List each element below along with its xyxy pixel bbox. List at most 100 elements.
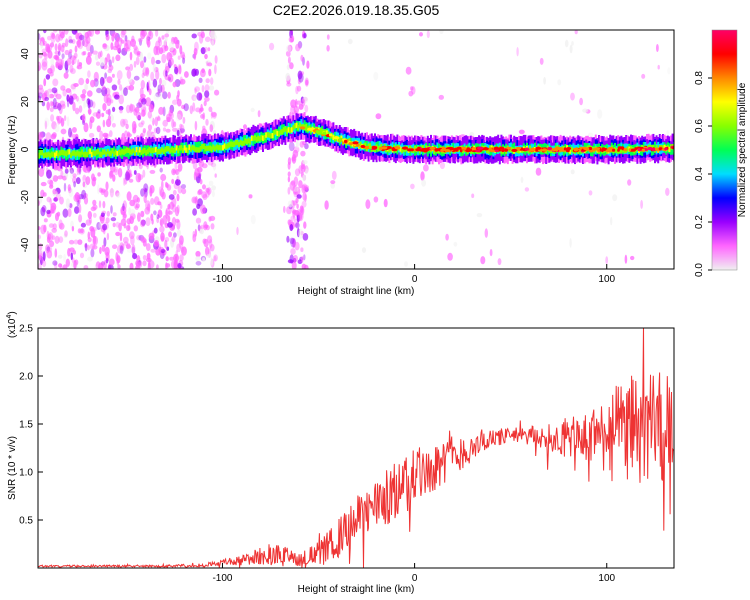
noise-speck xyxy=(100,261,105,269)
noise-speck xyxy=(172,169,176,174)
noise-speck xyxy=(70,68,76,75)
ridge-hotspot xyxy=(371,145,377,150)
noise-speck xyxy=(69,247,75,252)
noise-speck xyxy=(612,194,618,202)
noise-speck xyxy=(112,106,116,112)
noise-speck xyxy=(177,64,182,70)
noise-speck xyxy=(167,91,171,99)
ridge-cell xyxy=(274,129,277,135)
noise-speck xyxy=(119,245,124,255)
noise-speck xyxy=(447,252,453,261)
noise-speck xyxy=(166,116,171,122)
ridge-hotspot xyxy=(530,147,536,151)
ridge-hotspot xyxy=(444,149,451,153)
noise-speck xyxy=(287,44,293,52)
noise-speck xyxy=(47,179,53,185)
noise-speck xyxy=(115,221,120,228)
noise-speck xyxy=(66,98,70,108)
noise-speck xyxy=(164,36,168,42)
noise-speck xyxy=(38,226,41,231)
noise-speck xyxy=(303,186,309,193)
noise-speck xyxy=(205,187,210,193)
noise-speck xyxy=(69,203,73,209)
noise-speck xyxy=(301,263,307,269)
noise-speck xyxy=(132,127,137,134)
noise-speck xyxy=(67,208,72,218)
ridge-cell xyxy=(258,136,261,142)
noise-speck xyxy=(38,92,43,99)
noise-speck xyxy=(208,68,212,77)
ridge-hotspot xyxy=(475,149,481,153)
ridge-cell xyxy=(82,152,85,158)
noise-speck xyxy=(137,37,143,43)
noise-speck xyxy=(72,173,77,178)
ridge-hotspot xyxy=(395,146,398,150)
noise-speck xyxy=(289,223,294,232)
noise-speck xyxy=(48,223,54,228)
noise-speck xyxy=(116,245,123,254)
noise-speck xyxy=(135,261,142,267)
noise-speck xyxy=(151,218,154,225)
noise-speck xyxy=(125,66,131,71)
ridge-hotspot xyxy=(617,146,623,150)
noise-speck xyxy=(147,80,151,90)
ridge-cell xyxy=(263,135,266,141)
ridge-cell xyxy=(124,148,127,154)
noise-speck xyxy=(68,239,75,245)
noise-speck xyxy=(110,205,113,214)
ridge-cell xyxy=(132,147,135,154)
noise-speck xyxy=(480,256,486,265)
ridge-hotspot xyxy=(630,148,637,152)
noise-speck xyxy=(128,207,132,216)
noise-speck xyxy=(117,79,121,85)
noise-speck xyxy=(55,93,62,100)
ridge-cell xyxy=(220,145,223,151)
noise-speck xyxy=(126,69,132,79)
noise-speck xyxy=(181,184,186,189)
ridge-cell xyxy=(399,146,402,152)
noise-speck xyxy=(177,263,182,269)
noise-speck xyxy=(171,178,175,184)
noise-speck xyxy=(179,45,183,55)
ridge-cell xyxy=(140,144,143,156)
noise-speck xyxy=(296,194,302,199)
noise-speck xyxy=(62,208,69,218)
noise-speck xyxy=(200,114,205,119)
ridge-cell xyxy=(54,152,56,158)
noise-speck xyxy=(301,256,304,263)
ridge-cell xyxy=(170,147,173,153)
noise-speck xyxy=(49,42,55,48)
spectrogram-panel: -100 0 100 -40 -20 0 20 40 Height of straight … xyxy=(7,29,675,297)
noise-speck xyxy=(293,210,300,216)
noise-speck xyxy=(421,179,426,187)
ridge-cell xyxy=(671,144,674,155)
ridge-cell xyxy=(166,146,168,152)
ridge-cell xyxy=(668,146,671,152)
ridge-cell xyxy=(39,150,42,156)
noise-speck xyxy=(199,228,204,235)
noise-speck xyxy=(68,35,73,43)
ridge-cell xyxy=(388,147,391,153)
noise-speck xyxy=(206,61,209,67)
ridge-cell xyxy=(143,147,146,154)
noise-speck xyxy=(42,51,47,56)
ridge-cell xyxy=(191,144,194,150)
ridge-cell xyxy=(142,148,144,154)
noise-speck xyxy=(139,51,144,62)
noise-speck xyxy=(211,190,215,198)
noise-speck xyxy=(87,70,91,78)
ridge-cell xyxy=(425,145,428,151)
noise-speck xyxy=(111,84,118,91)
noise-speck xyxy=(142,169,146,178)
noise-speck xyxy=(564,39,569,48)
noise-speck xyxy=(109,130,113,138)
noise-speck xyxy=(157,36,161,44)
noise-speck xyxy=(77,239,83,245)
noise-speck xyxy=(172,81,177,88)
noise-speck xyxy=(200,47,206,55)
noise-speck xyxy=(147,203,151,212)
noise-speck xyxy=(438,94,444,100)
spectrogram-y-tick-label: 20 xyxy=(20,96,31,108)
noise-speck xyxy=(156,214,160,220)
ridge-hotspot xyxy=(459,149,463,153)
